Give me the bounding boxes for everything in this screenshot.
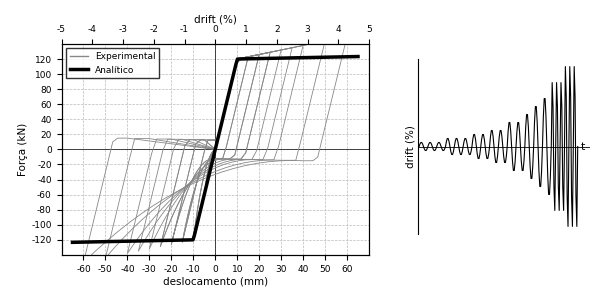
Y-axis label: drift (%): drift (%) xyxy=(405,125,415,168)
X-axis label: drift (%): drift (%) xyxy=(194,14,237,24)
Text: t: t xyxy=(581,142,585,151)
Legend: Experimental, Analítico: Experimental, Analítico xyxy=(66,48,159,78)
X-axis label: deslocamento (mm): deslocamento (mm) xyxy=(163,276,268,287)
Y-axis label: Força (kN): Força (kN) xyxy=(18,123,28,176)
